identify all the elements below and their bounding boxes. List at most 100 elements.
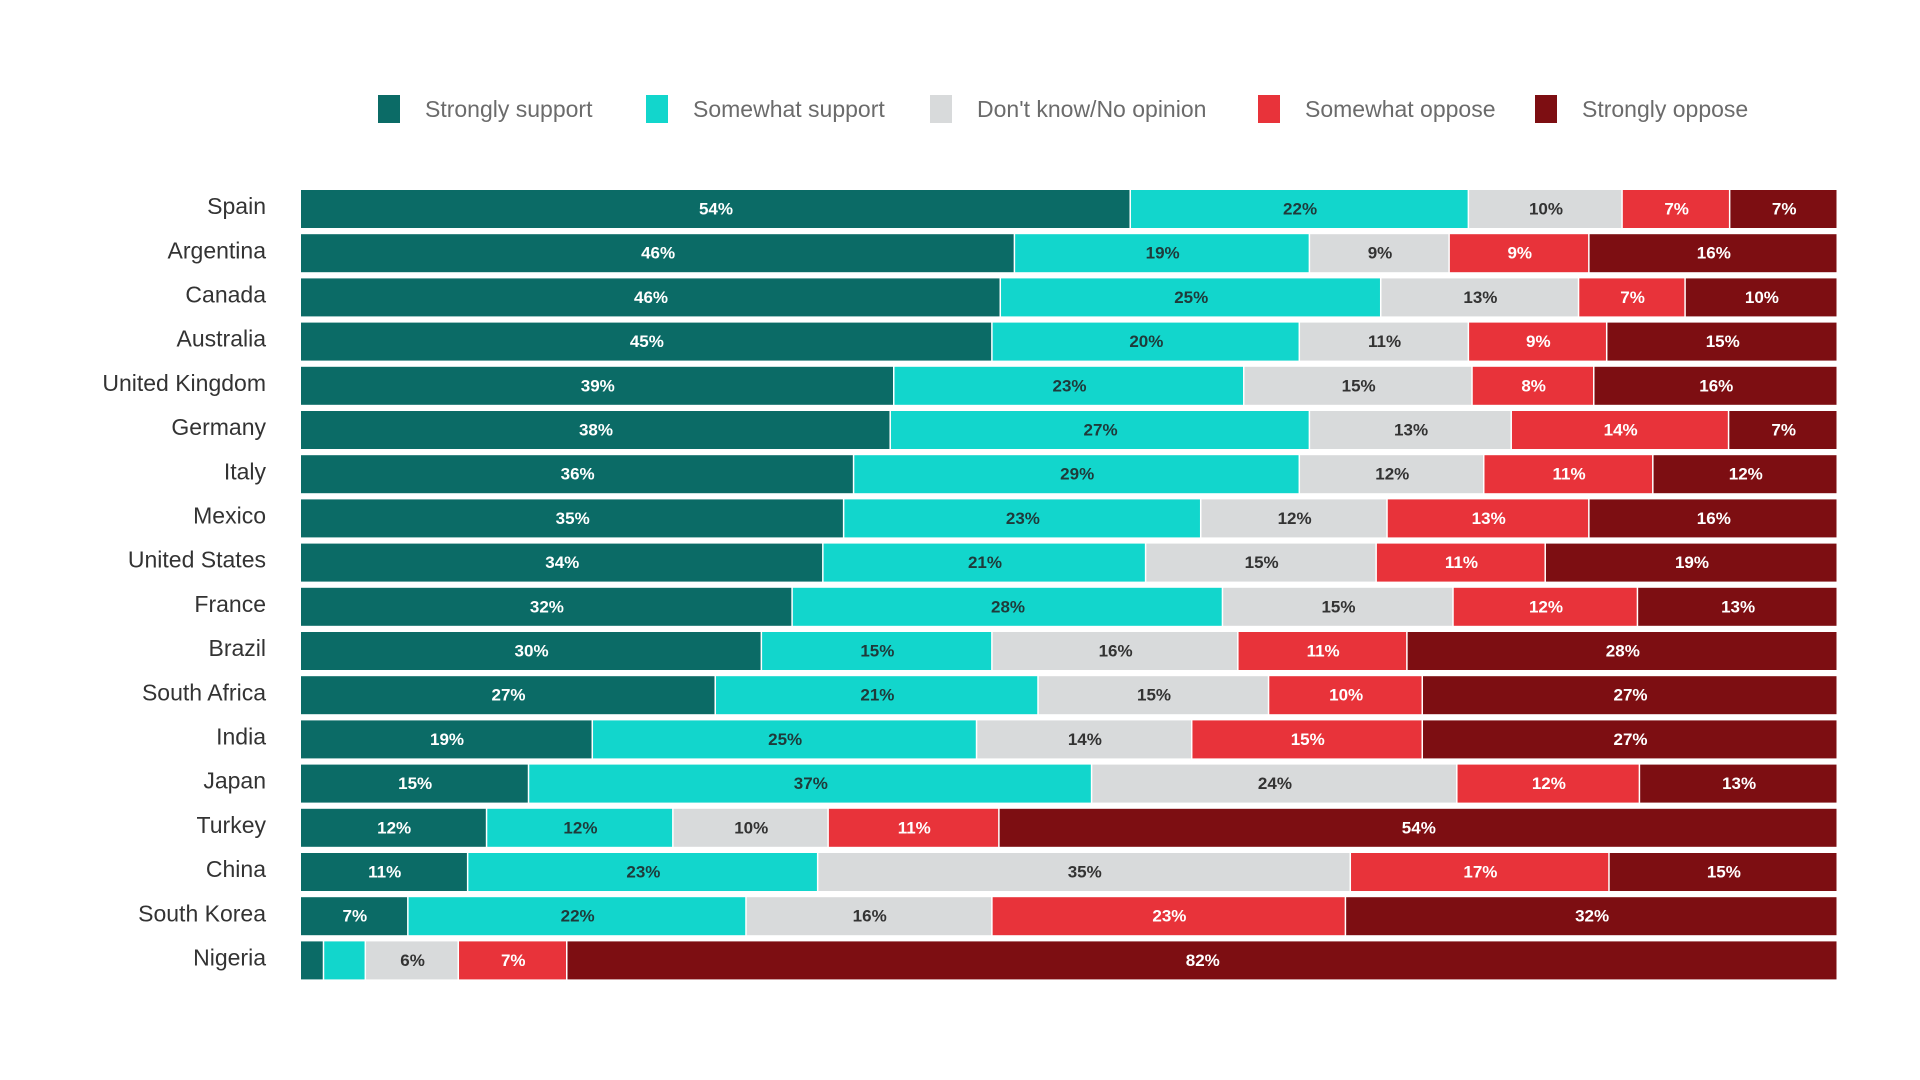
bar-canada-somewhat-oppose [1579, 278, 1685, 317]
value-label-australia-strongly-support: 45% [630, 332, 664, 351]
value-label-south-korea-strongly-support: 7% [343, 907, 368, 926]
value-label-germany-somewhat-oppose: 14% [1604, 420, 1638, 439]
bar-argentina-don-t-know-no-opinion [1310, 234, 1449, 273]
value-label-china-strongly-oppose: 15% [1707, 862, 1741, 881]
bar-italy-somewhat-support [854, 455, 1299, 494]
value-label-united-kingdom-somewhat-support: 23% [1052, 376, 1086, 395]
value-label-south-africa-strongly-support: 27% [491, 686, 525, 705]
category-label-south-korea: South Korea [138, 900, 266, 926]
bar-united-kingdom-strongly-support [301, 366, 893, 405]
value-label-argentina-somewhat-oppose: 9% [1507, 244, 1532, 263]
value-label-canada-somewhat-oppose: 7% [1620, 288, 1645, 307]
value-label-turkey-don-t-know-no-opinion: 10% [734, 818, 768, 837]
value-label-india-somewhat-oppose: 15% [1291, 730, 1325, 749]
bar-france-somewhat-support [792, 587, 1222, 626]
bar-south-africa-strongly-support [301, 676, 715, 715]
value-label-japan-strongly-oppose: 13% [1722, 774, 1756, 793]
category-label-united-states: United States [128, 547, 266, 573]
value-label-india-strongly-oppose: 27% [1613, 730, 1647, 749]
bar-china-somewhat-support [468, 853, 817, 891]
category-label-japan: Japan [203, 768, 266, 794]
value-label-india-somewhat-support: 25% [768, 730, 802, 749]
bar-germany-somewhat-support [890, 411, 1309, 449]
value-label-china-somewhat-oppose: 17% [1463, 862, 1497, 881]
bar-turkey-don-t-know-no-opinion [673, 808, 828, 847]
value-label-argentina-strongly-oppose: 16% [1697, 244, 1731, 263]
category-label-france: France [194, 591, 266, 617]
legend-label-somewhat-oppose: Somewhat oppose [1305, 96, 1496, 122]
bar-italy-don-t-know-no-opinion [1300, 455, 1483, 494]
value-label-france-strongly-oppose: 13% [1721, 597, 1755, 616]
value-label-japan-somewhat-oppose: 12% [1532, 774, 1566, 793]
value-label-india-don-t-know-no-opinion: 14% [1068, 730, 1102, 749]
bar-france-somewhat-oppose [1453, 587, 1637, 626]
value-label-china-strongly-support: 11% [368, 862, 401, 881]
bar-turkey-strongly-oppose [999, 808, 1837, 847]
value-label-italy-strongly-oppose: 12% [1729, 465, 1763, 484]
bar-india-strongly-oppose [1423, 720, 1837, 759]
bar-mexico-don-t-know-no-opinion [1201, 499, 1387, 538]
bar-south-korea-strongly-support [301, 897, 408, 936]
value-label-canada-somewhat-support: 25% [1174, 288, 1208, 307]
value-label-south-africa-somewhat-oppose: 10% [1329, 686, 1363, 705]
value-label-japan-strongly-support: 15% [398, 774, 432, 793]
value-label-turkey-strongly-oppose: 54% [1402, 818, 1436, 837]
bar-nigeria-strongly-support [301, 941, 323, 980]
value-label-argentina-somewhat-support: 19% [1146, 244, 1180, 263]
value-label-japan-don-t-know-no-opinion: 24% [1258, 774, 1292, 793]
value-label-nigeria-strongly-oppose: 82% [1186, 951, 1220, 970]
legend-swatch-somewhat-oppose [1258, 95, 1280, 123]
bar-india-somewhat-support [593, 720, 976, 759]
bar-brazil-strongly-support [301, 632, 761, 670]
bar-japan-strongly-support [301, 764, 528, 803]
category-label-turkey: Turkey [197, 812, 267, 838]
value-label-south-africa-strongly-oppose: 27% [1613, 686, 1647, 705]
bar-south-africa-somewhat-support [715, 676, 1038, 715]
bar-italy-strongly-oppose [1653, 455, 1837, 494]
bar-turkey-somewhat-support [487, 808, 673, 847]
bar-china-don-t-know-no-opinion [818, 853, 1350, 891]
bar-brazil-don-t-know-no-opinion [992, 632, 1238, 670]
legend-label-don-t-know-no-opinion: Don't know/No opinion [977, 96, 1206, 122]
bar-mexico-somewhat-oppose [1387, 499, 1589, 538]
category-labels: Spain Argentina Canada Australia United King… [102, 193, 266, 970]
bar-south-korea-don-t-know-no-opinion [746, 897, 992, 936]
value-label-china-don-t-know-no-opinion: 35% [1068, 862, 1102, 881]
bar-nigeria-somewhat-support [324, 941, 365, 980]
legend-swatch-somewhat-support [646, 95, 668, 123]
bar-brazil-somewhat-support [762, 632, 992, 670]
bar-australia-somewhat-oppose [1469, 322, 1606, 361]
bar-spain-somewhat-oppose [1622, 190, 1729, 228]
value-label-italy-somewhat-support: 29% [1060, 465, 1094, 484]
bar-france-strongly-support [301, 587, 792, 626]
bar-united-states-strongly-support [301, 543, 823, 582]
value-label-germany-don-t-know-no-opinion: 13% [1394, 420, 1428, 439]
value-label-mexico-don-t-know-no-opinion: 12% [1278, 509, 1312, 528]
legend-label-strongly-oppose: Strongly oppose [1582, 96, 1748, 122]
bar-germany-strongly-oppose [1729, 411, 1837, 449]
category-label-china: China [206, 856, 266, 882]
bars [301, 190, 1837, 980]
bar-spain-don-t-know-no-opinion [1469, 190, 1622, 228]
bar-japan-somewhat-oppose [1457, 764, 1639, 803]
bar-australia-strongly-support [301, 322, 992, 361]
value-label-spain-don-t-know-no-opinion: 10% [1529, 199, 1563, 218]
value-label-argentina-strongly-support: 46% [641, 244, 675, 263]
bar-canada-don-t-know-no-opinion [1381, 278, 1578, 317]
bar-south-korea-strongly-oppose [1346, 897, 1837, 936]
value-label-france-somewhat-oppose: 12% [1529, 597, 1563, 616]
bar-united-states-somewhat-support [823, 543, 1145, 582]
bar-spain-strongly-oppose [1730, 190, 1837, 228]
bar-argentina-somewhat-support [1015, 234, 1309, 273]
value-label-turkey-somewhat-support: 12% [563, 818, 597, 837]
bar-argentina-strongly-oppose [1589, 234, 1837, 273]
value-label-canada-strongly-oppose: 10% [1745, 288, 1779, 307]
value-label-spain-somewhat-oppose: 7% [1664, 199, 1689, 218]
bar-united-states-don-t-know-no-opinion [1146, 543, 1376, 582]
value-label-brazil-strongly-support: 30% [515, 641, 549, 660]
bar-canada-strongly-support [301, 278, 1000, 317]
category-label-south-africa: South Africa [142, 679, 266, 705]
bar-japan-don-t-know-no-opinion [1092, 764, 1457, 803]
bar-mexico-somewhat-support [844, 499, 1200, 538]
value-label-south-africa-don-t-know-no-opinion: 15% [1137, 686, 1171, 705]
